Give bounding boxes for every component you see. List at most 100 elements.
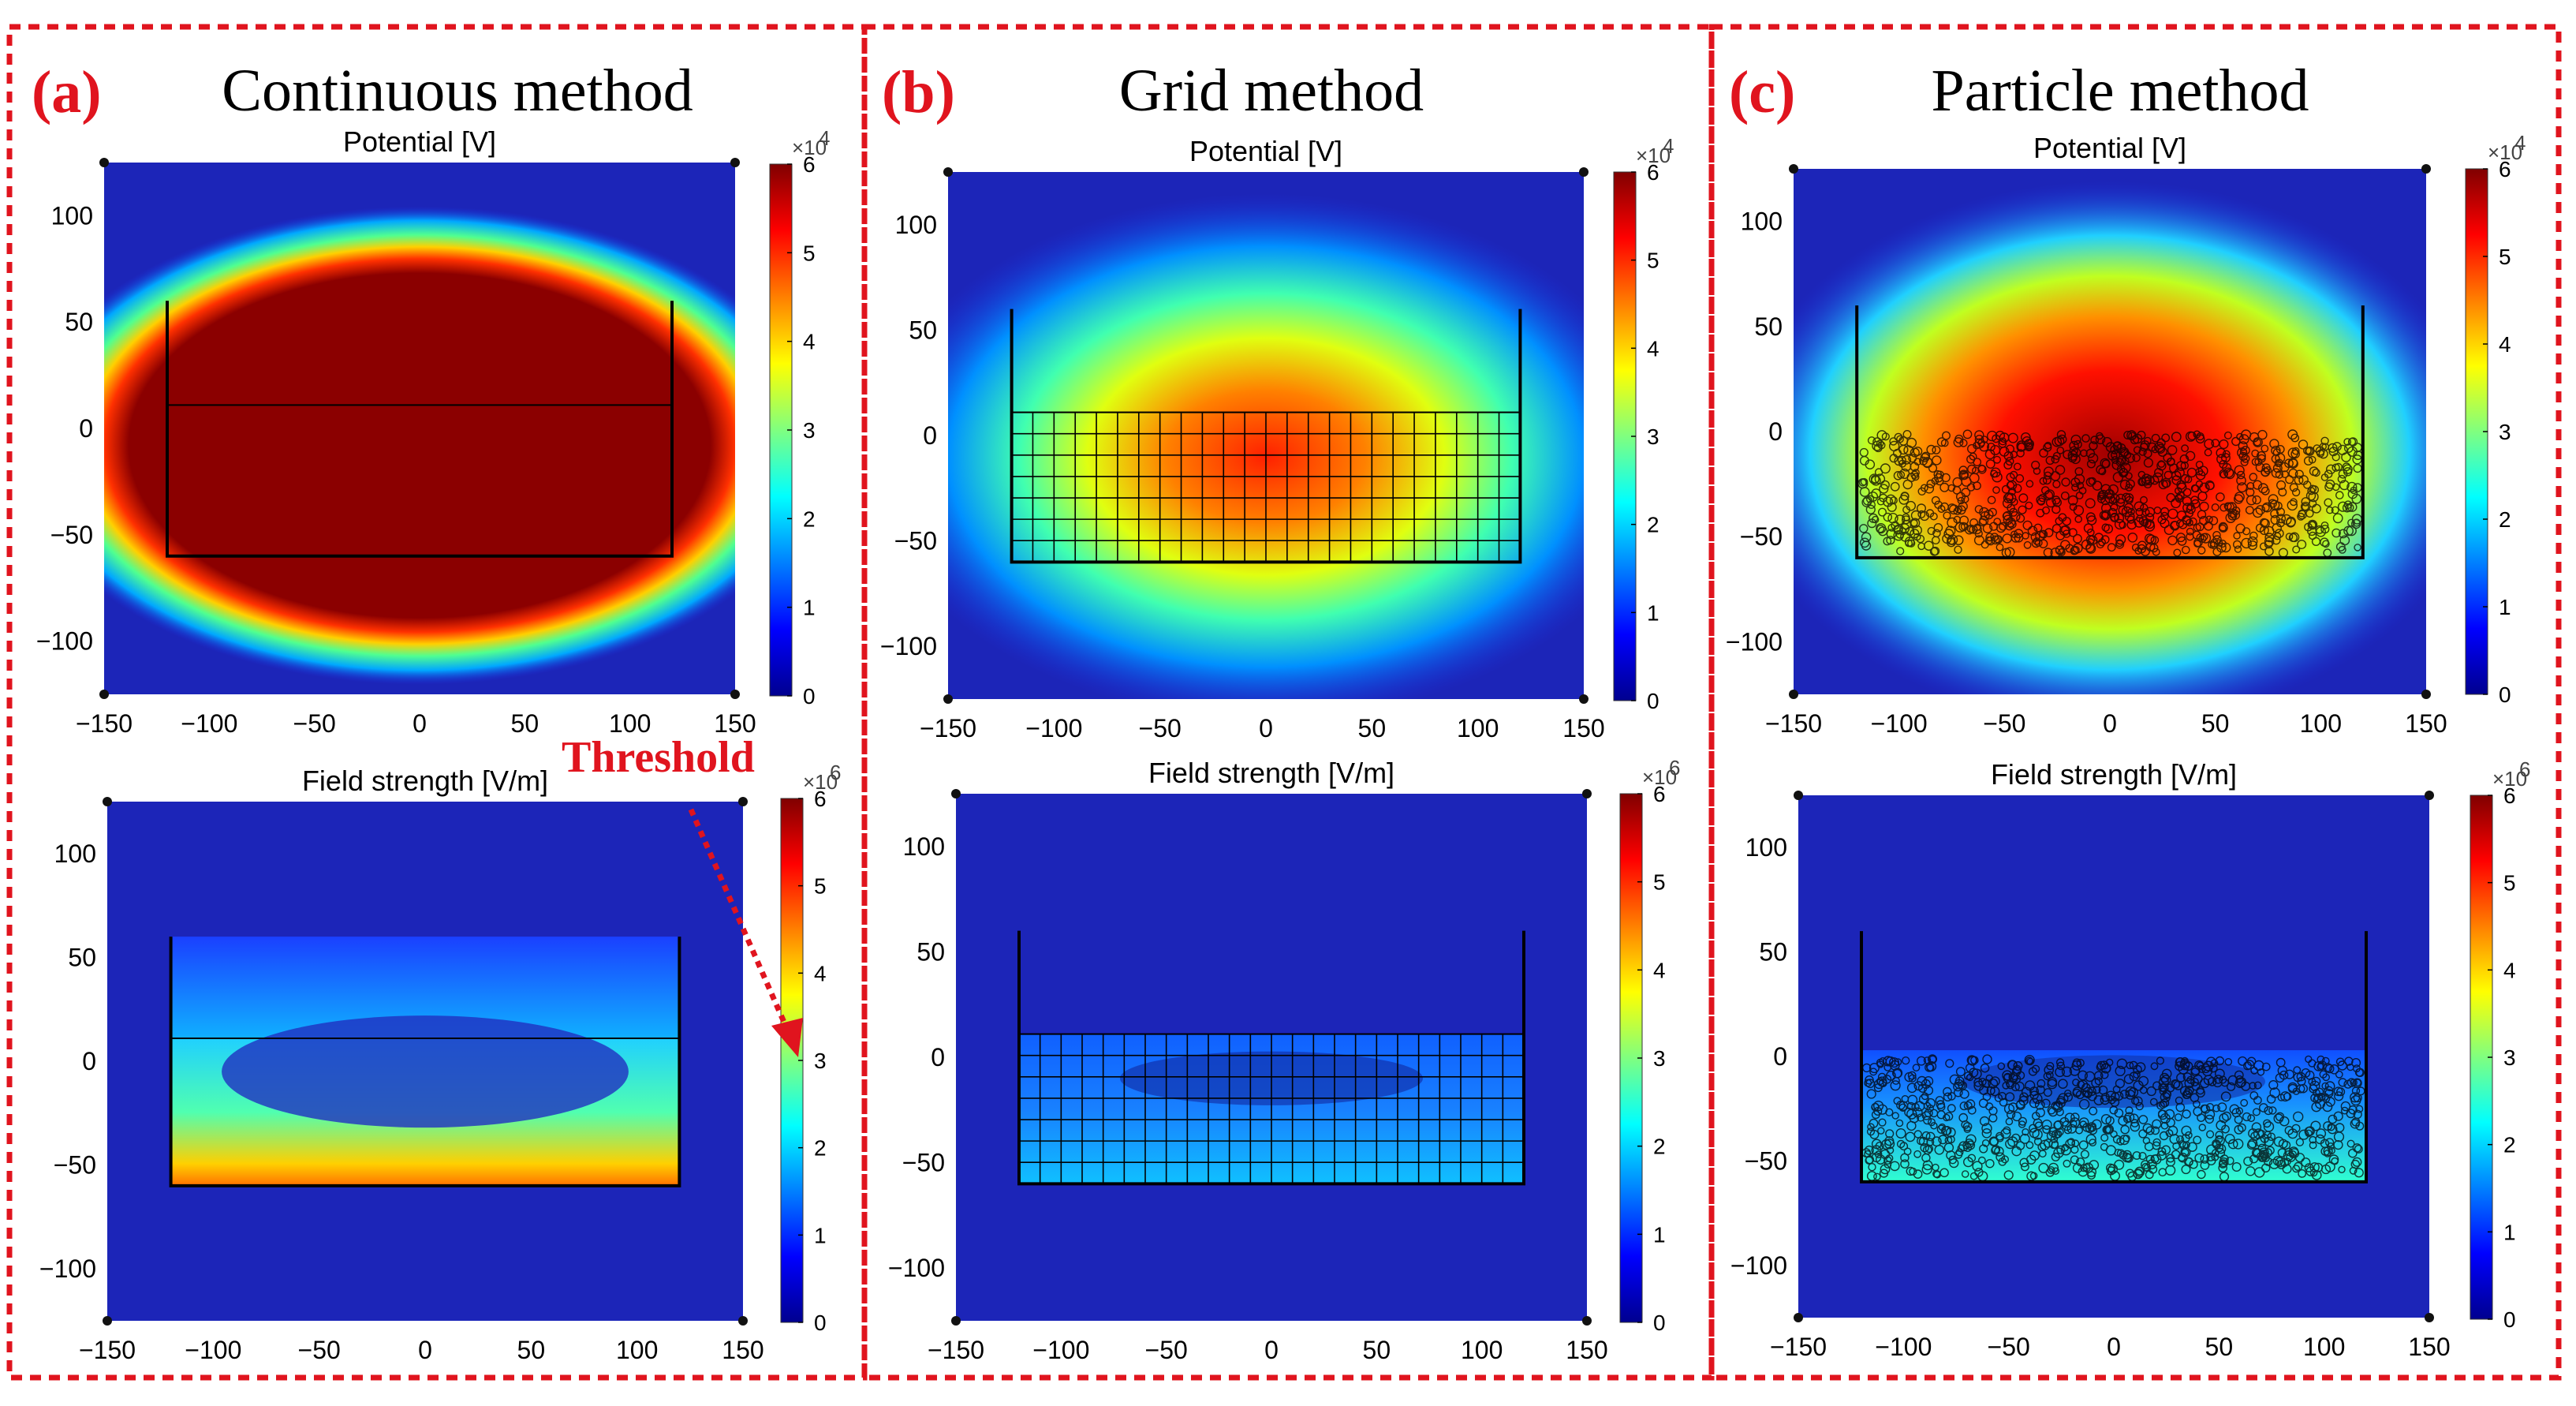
particle xyxy=(2151,1126,2160,1135)
corner-mark xyxy=(943,167,953,177)
particle xyxy=(2083,523,2094,533)
colorbar-exponent: ×10 xyxy=(803,770,838,794)
particle xyxy=(2247,1114,2256,1123)
particle xyxy=(2346,481,2358,492)
particle xyxy=(1958,501,1968,511)
particle xyxy=(2255,505,2266,515)
particle xyxy=(1988,1113,1998,1123)
x-tick-label: 0 xyxy=(413,709,427,738)
particle xyxy=(1955,492,1966,502)
particle xyxy=(1898,444,1909,455)
particle xyxy=(2253,480,2263,490)
particle xyxy=(2125,453,2136,463)
particle xyxy=(2107,451,2118,461)
particle xyxy=(2122,1150,2132,1160)
particle xyxy=(2322,1073,2331,1082)
particle xyxy=(1969,1172,1978,1180)
particle xyxy=(1977,465,1987,474)
particle xyxy=(2196,432,2205,441)
particle xyxy=(1943,1086,1952,1097)
particle xyxy=(1895,1119,1904,1127)
particle xyxy=(2215,1131,2224,1139)
particle xyxy=(2221,1111,2231,1121)
particle xyxy=(2107,1164,2119,1174)
particle xyxy=(2283,1150,2294,1161)
particle xyxy=(2007,1136,2018,1147)
particle xyxy=(2257,454,2266,463)
container-outline xyxy=(1855,305,2365,559)
particle xyxy=(1924,1086,1934,1096)
particle xyxy=(1907,539,1916,548)
particle xyxy=(2325,464,2336,474)
particle xyxy=(2055,465,2066,475)
particle xyxy=(2018,1120,2026,1128)
particle xyxy=(2165,1165,2176,1176)
particle xyxy=(2231,1161,2242,1172)
particle xyxy=(2114,518,2126,530)
colorbar-tick-label: 5 xyxy=(1653,870,1666,895)
particle xyxy=(1871,515,1880,524)
particle xyxy=(2121,457,2130,466)
particle xyxy=(2186,518,2193,527)
particle xyxy=(2181,545,2190,555)
particle xyxy=(1896,1101,1906,1110)
particle xyxy=(1959,470,1969,480)
particle xyxy=(2134,501,2145,512)
colorbar-exponent: ×10 xyxy=(792,136,827,159)
particle xyxy=(2219,460,2228,469)
particle xyxy=(2196,1061,2205,1069)
particle xyxy=(2272,448,2281,457)
particle xyxy=(1954,1079,1965,1090)
particle xyxy=(1901,519,1912,530)
particle xyxy=(2294,475,2304,485)
particle xyxy=(2138,447,2147,456)
particle xyxy=(2133,446,2141,454)
particle xyxy=(2003,492,2014,503)
particle xyxy=(2202,1065,2213,1077)
particle xyxy=(1982,1092,1992,1101)
particle xyxy=(2227,508,2238,518)
particle xyxy=(1887,523,1896,532)
particle xyxy=(2348,437,2358,447)
particle xyxy=(2141,518,2149,527)
particle xyxy=(1934,500,1943,510)
particle xyxy=(2316,1128,2327,1139)
particle xyxy=(1991,1146,2000,1155)
particle xyxy=(2339,480,2350,491)
particle xyxy=(2276,514,2287,524)
particle xyxy=(2335,1070,2343,1079)
particle xyxy=(2003,1126,2011,1135)
x-tick-label: −50 xyxy=(1139,714,1182,742)
x-tick-label: −100 xyxy=(181,709,237,738)
panel-title-a: Continuous method xyxy=(222,58,693,124)
particle xyxy=(1866,495,1875,503)
colorbar-tick-label: 3 xyxy=(2503,1045,2516,1070)
particle xyxy=(2051,1141,2059,1149)
particle xyxy=(1925,509,1935,518)
particle xyxy=(2242,1112,2252,1122)
colorbar-tick-label: 1 xyxy=(1647,600,1659,625)
particle xyxy=(1947,1135,1955,1144)
particle xyxy=(2332,442,2342,451)
particle xyxy=(2126,519,2137,530)
particle xyxy=(2060,525,2070,535)
colorbar-tick-label: 0 xyxy=(2503,1307,2516,1332)
particle xyxy=(2167,457,2175,466)
particle xyxy=(1878,1079,1887,1088)
x-tick-label: −100 xyxy=(185,1336,241,1364)
particle xyxy=(2139,443,2149,452)
colorbar-tick-label: 2 xyxy=(1653,1135,1666,1159)
particle xyxy=(2061,477,2070,487)
colorbar-tick-label: 4 xyxy=(803,330,816,354)
particle xyxy=(1880,1164,1891,1175)
particle xyxy=(2055,530,2066,540)
corner-mark xyxy=(1789,164,1798,174)
particle xyxy=(2125,1169,2134,1178)
particle xyxy=(2247,536,2258,547)
particle xyxy=(2022,532,2029,540)
particle xyxy=(2331,528,2341,538)
particle xyxy=(2011,1133,2021,1142)
particle xyxy=(2338,1078,2347,1087)
particle xyxy=(1984,510,1994,520)
